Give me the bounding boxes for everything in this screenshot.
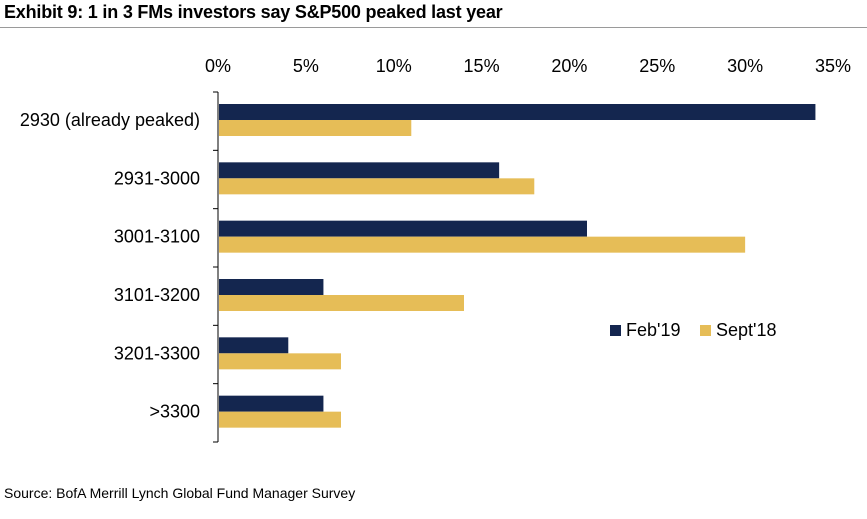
x-tick-label: 25% (639, 56, 675, 76)
legend-label: Feb'19 (626, 320, 680, 340)
x-tick-label: 5% (293, 56, 319, 76)
x-tick-label: 10% (376, 56, 412, 76)
bar-feb19 (219, 104, 816, 120)
bar-feb19 (219, 220, 587, 237)
bar-feb19 (219, 162, 500, 179)
bar-feb19 (219, 395, 324, 412)
axis-layer: 0% 5% 10% 15% 20% 25% 30% 35% 2930 (already peak… (20, 56, 851, 443)
x-tick-label: 35% (815, 56, 851, 76)
category-label: >3300 (149, 402, 200, 422)
x-tick-label: 30% (727, 56, 763, 76)
x-tick-label: 15% (464, 56, 500, 76)
legend-swatch (610, 325, 621, 336)
legend-swatch (700, 325, 711, 336)
x-tick-label: 0% (205, 56, 231, 76)
category-label: 3101-3200 (114, 285, 200, 305)
x-tick-label: 20% (551, 56, 587, 76)
legend-label: Sept'18 (716, 320, 777, 340)
category-label: 3001-3100 (114, 227, 200, 247)
category-label: 2930 (already peaked) (20, 110, 200, 130)
bar-sept18 (219, 353, 341, 370)
bar-layer (219, 104, 816, 428)
bar-sept18 (219, 236, 746, 253)
bar-sept18 (219, 178, 535, 195)
category-label: 3201-3300 (114, 343, 200, 363)
category-label: 2931-3000 (114, 168, 200, 188)
bar-sept18 (219, 120, 412, 136)
bar-sept18 (219, 411, 341, 428)
chart-title: Exhibit 9: 1 in 3 FMs investors say S&P5… (4, 2, 503, 22)
bar-sept18 (219, 295, 464, 311)
legend: Feb'19 Sept'18 (610, 320, 777, 340)
source-note: Source: BofA Merrill Lynch Global Fund M… (4, 485, 356, 501)
bar-feb19 (219, 337, 289, 354)
bar-feb19 (219, 279, 324, 295)
title-divider (0, 27, 867, 28)
